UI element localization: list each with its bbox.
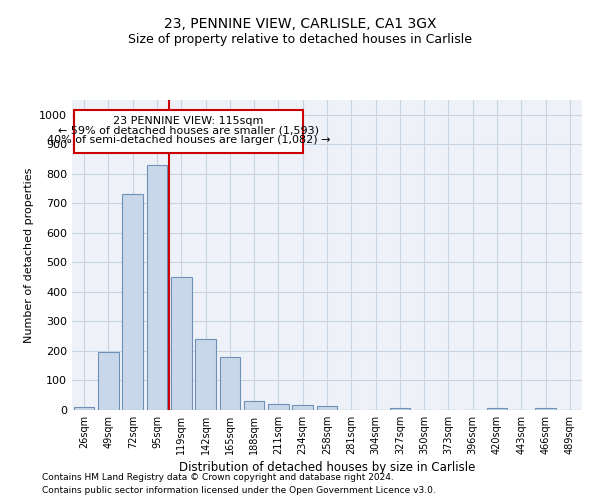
- Bar: [195, 339, 216, 410]
- Bar: [220, 358, 240, 410]
- Bar: [74, 110, 303, 153]
- Bar: [292, 404, 313, 410]
- Text: Contains HM Land Registry data © Crown copyright and database right 2024.: Contains HM Land Registry data © Crown c…: [42, 472, 394, 482]
- Bar: [244, 401, 265, 410]
- Bar: [389, 408, 410, 410]
- Bar: [74, 407, 94, 410]
- Text: 23 PENNINE VIEW: 115sqm: 23 PENNINE VIEW: 115sqm: [113, 116, 263, 126]
- Bar: [171, 277, 191, 410]
- Text: 40% of semi-detached houses are larger (1,082) →: 40% of semi-detached houses are larger (…: [47, 134, 330, 144]
- Bar: [317, 406, 337, 410]
- Bar: [487, 408, 508, 410]
- Text: 23, PENNINE VIEW, CARLISLE, CA1 3GX: 23, PENNINE VIEW, CARLISLE, CA1 3GX: [164, 18, 436, 32]
- Bar: [122, 194, 143, 410]
- Text: Size of property relative to detached houses in Carlisle: Size of property relative to detached ho…: [128, 32, 472, 46]
- Text: Contains public sector information licensed under the Open Government Licence v3: Contains public sector information licen…: [42, 486, 436, 495]
- Y-axis label: Number of detached properties: Number of detached properties: [23, 168, 34, 342]
- Bar: [268, 404, 289, 410]
- Bar: [98, 352, 119, 410]
- Bar: [535, 408, 556, 410]
- Text: ← 59% of detached houses are smaller (1,593): ← 59% of detached houses are smaller (1,…: [58, 125, 319, 135]
- Bar: [146, 165, 167, 410]
- X-axis label: Distribution of detached houses by size in Carlisle: Distribution of detached houses by size …: [179, 461, 475, 474]
